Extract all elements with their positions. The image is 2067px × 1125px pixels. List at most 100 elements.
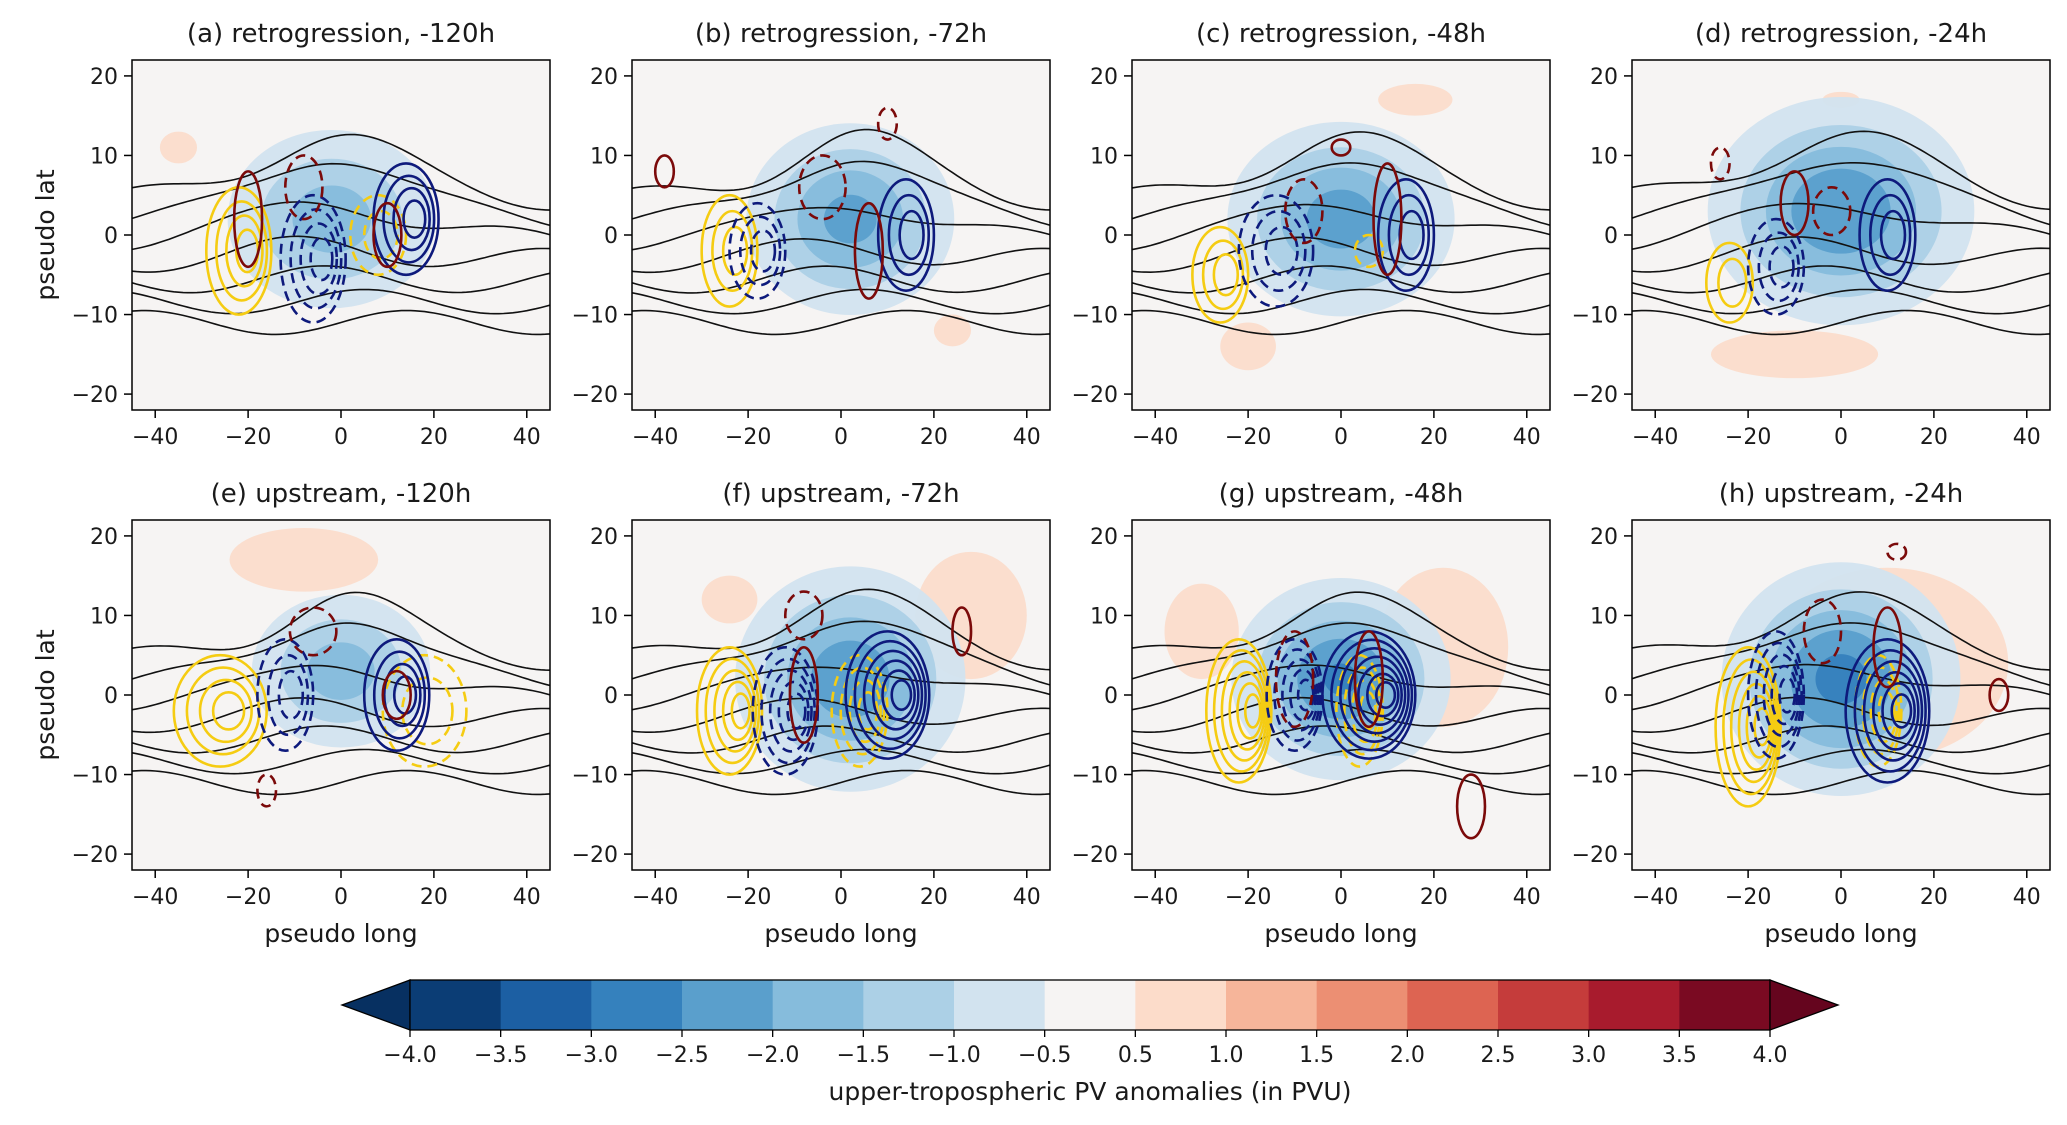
yellow-contour [1191,225,1250,324]
blue-dashed-contour [1746,217,1806,316]
red-contour [1872,606,1903,689]
panel-title: (a) retrogression, -120h [187,19,495,49]
x-tick-label: 40 [1013,425,1041,450]
blue-contour [887,193,931,277]
panel: (c) retrogression, -48h −40 −20 0 20 40 −20 −10… [1072,19,1551,450]
blue-dashed-contour [1762,653,1801,737]
pv-positive-patch [1710,330,1879,379]
colorbar-bin [1135,980,1227,1030]
panel: (h) upstream, -24h −40 −20 0 20 40 −20 −10 0 10 20… [1572,479,2051,948]
pv-positive-patch [933,314,972,347]
yellow-contour [1717,257,1748,308]
streamline [1632,769,2050,796]
streamline [1632,725,2050,754]
x-tick-label: −40 [132,885,178,910]
y-tick-label: 10 [1090,144,1118,169]
streamline [1132,622,1550,687]
x-tick-label: −20 [225,885,271,910]
streamline [1632,591,2050,671]
blue-contour [372,162,440,277]
yellow-dashed-contour [839,666,886,756]
x-tick-label: 40 [1513,885,1541,910]
red-contour [1988,677,2010,713]
y-tick-label: 0 [104,684,118,709]
yellow-contour [1212,253,1240,297]
pv-positive-patch [159,131,198,164]
panel-title: (c) retrogression, -48h [1196,19,1486,49]
colorbar-tick-label: 1.0 [1209,1043,1244,1068]
blue-contour [1869,193,1912,277]
yellow-dashed-contour [1335,653,1385,768]
y-tick-label: 10 [1590,144,1618,169]
streamline [1132,748,1550,775]
streamline [1132,236,1550,274]
blue-dashed-contour [299,222,339,296]
blue-contour [392,186,431,252]
x-tick-label: 0 [1834,885,1848,910]
y-tick-label: 10 [90,144,118,169]
yellow-contour [211,691,246,731]
blue-dashed-contour [277,669,305,721]
pv-positive-patch [1378,83,1453,116]
pv-negative-fill [1791,168,1891,254]
colorbar-bin [772,980,864,1030]
blue-contour [1357,664,1403,726]
y-tick-label: 20 [90,525,118,550]
blue-dashed-contour [256,638,315,752]
blue-contour [1862,660,1924,762]
colorbar-bin [500,980,592,1030]
x-axis-label: pseudo long [1764,919,1917,948]
colorbar-tick-label: −4.0 [383,1043,436,1068]
streamline [132,201,550,251]
red-contour [232,170,264,269]
plot-area [632,520,1050,870]
yellow-dashed-contour [348,193,408,277]
x-tick-label: −20 [725,425,771,450]
y-tick-label: 20 [90,65,118,90]
blue-contour [1374,680,1397,710]
colorbar-under-arrow [340,979,411,1031]
blue-contour [1844,638,1931,784]
yellow-contour [1228,671,1266,751]
y-tick-label: 20 [590,65,618,90]
colorbar-label: upper-tropospheric PV anomalies (in PVU) [829,1077,1352,1106]
panel-title: (d) retrogression, -24h [1695,19,1987,49]
streamline [1632,663,2050,711]
x-tick-label: −40 [132,425,178,450]
blue-contour [1348,655,1407,735]
colorbar-bin [1498,980,1590,1030]
y-tick-label: 20 [1090,525,1118,550]
blue-contour [898,209,925,261]
streamline [632,128,1050,211]
y-tick-label: 0 [604,224,618,249]
panel-title: (g) upstream, -48h [1219,479,1464,509]
red-dashed-contour [876,106,899,141]
streamline [132,133,550,211]
red-dashed-contour [1283,178,1324,245]
panel: (d) retrogression, -24h −40 −20 0 20 40 −20 −10… [1572,19,2051,450]
colorbar-over-arrow [1769,979,1840,1031]
yellow-dashed-contour [362,209,399,261]
x-tick-label: −20 [1725,425,1771,450]
yellow-contour [721,680,754,742]
red-dashed-contour [256,773,278,808]
colorbar-bin [591,980,683,1030]
colorbar-tick-label: −2.5 [655,1043,708,1068]
red-contour [1372,162,1403,277]
streamline [632,265,1050,294]
red-dashed-contour [1811,185,1852,237]
y-tick-label: 0 [604,684,618,709]
yellow-contour [1722,658,1780,796]
x-tick-label: −20 [1725,885,1771,910]
x-tick-label: 20 [420,425,448,450]
x-tick-label: −40 [632,425,678,450]
streamline [1632,162,2050,226]
colorbar-bin [1044,980,1136,1030]
colorbar-tick-label: 2.0 [1390,1043,1425,1068]
blue-dashed-contour [786,692,807,730]
yellow-dashed-contour [1353,233,1385,269]
y-tick-label: −20 [1072,383,1118,408]
x-tick-label: 0 [834,885,848,910]
blue-contour [402,199,427,239]
y-tick-label: −10 [572,764,618,789]
